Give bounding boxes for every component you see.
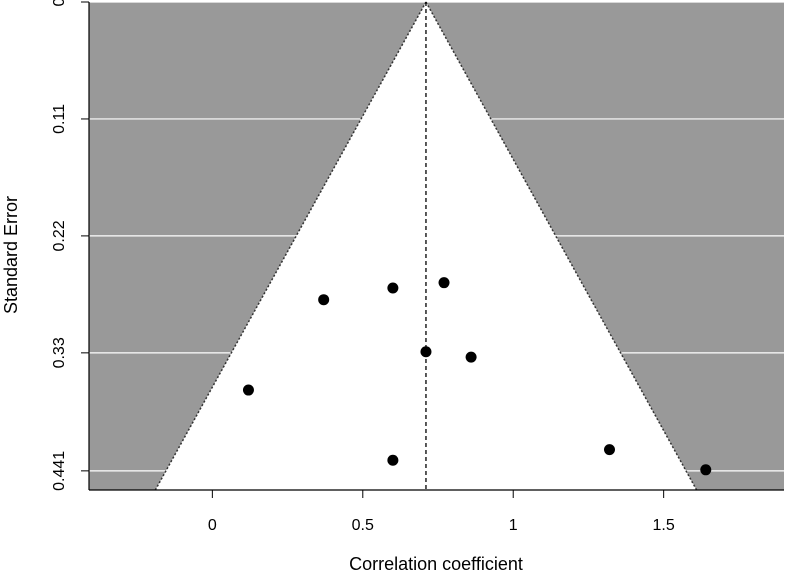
y-tick-label: 0 (51, 0, 68, 6)
data-point (242, 384, 254, 396)
x-axis-title: Correlation coefficient (349, 554, 523, 574)
data-point (387, 282, 399, 294)
x-tick-label: 1 (509, 517, 518, 534)
data-point (420, 346, 432, 358)
x-tick-label: 1.5 (653, 517, 675, 534)
y-axis-title: Standard Error (1, 196, 21, 314)
data-point (700, 464, 712, 476)
y-tick-label: 0.441 (51, 451, 68, 491)
y-tick-label: 0.11 (51, 104, 68, 134)
x-tick-label: 0 (208, 517, 217, 534)
data-point (387, 454, 399, 466)
funnel-right-boundary (425, 1, 698, 491)
funnel-left-boundary (154, 1, 427, 491)
data-point (603, 444, 615, 456)
funnel-region (155, 2, 697, 490)
axes: 0 0.5 1 1.5 0 0.11 0.22 0.33 0.441 (51, 0, 784, 534)
data-point (318, 294, 330, 306)
plot-area (89, 1, 784, 491)
x-tick-label: 0.5 (352, 517, 374, 534)
data-point (438, 277, 450, 289)
y-tick-label: 0.33 (51, 337, 68, 368)
y-tick-label: 0.22 (51, 220, 68, 251)
data-point (465, 351, 477, 363)
